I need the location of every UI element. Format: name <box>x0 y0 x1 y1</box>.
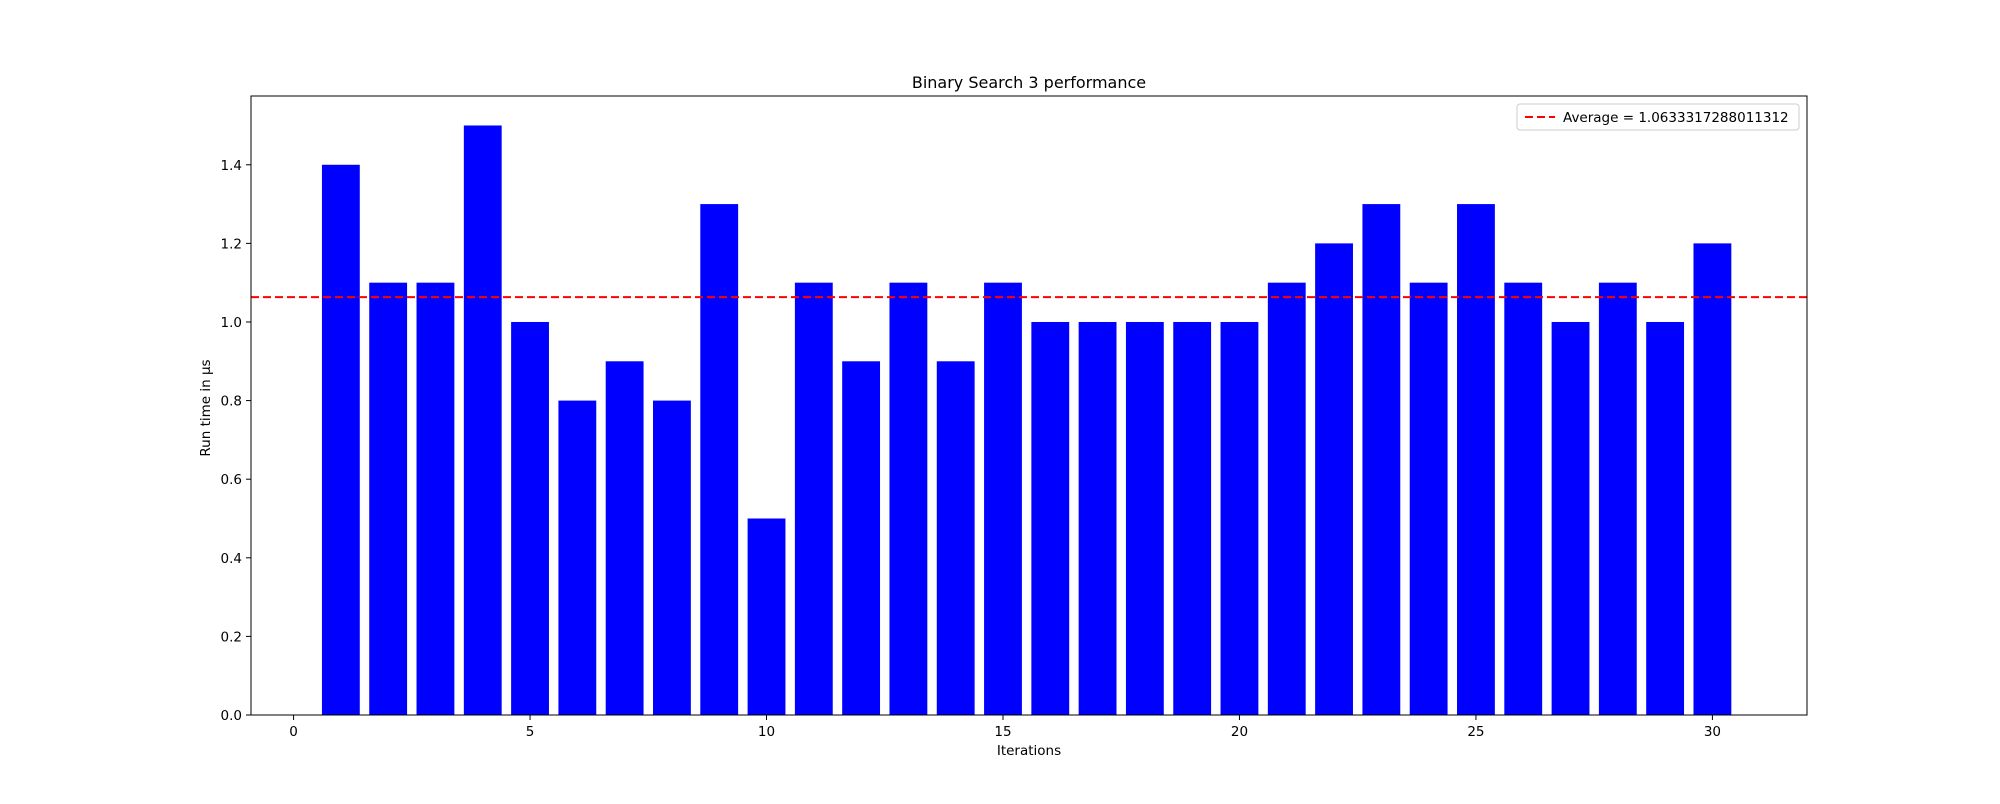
bar-iteration-1 <box>321 164 360 715</box>
bar-iteration-24 <box>1409 282 1448 715</box>
bar-iteration-29 <box>1646 321 1685 715</box>
bar-iteration-7 <box>605 361 644 715</box>
legend-box <box>1516 103 1800 131</box>
bar-iteration-2 <box>369 282 408 715</box>
bar-iteration-23 <box>1362 204 1401 715</box>
bar-iteration-3 <box>416 282 455 715</box>
bar-iteration-25 <box>1457 204 1495 715</box>
bar-iteration-26 <box>1504 282 1543 715</box>
bar-iteration-22 <box>1315 243 1353 715</box>
bar-iteration-21 <box>1267 282 1306 715</box>
bar-iteration-27 <box>1551 321 1590 715</box>
x-tick-label-15: 15 <box>994 724 1011 740</box>
bar-iteration-10 <box>747 518 786 715</box>
y-tick-label-0.0: 0.0 <box>221 708 242 724</box>
bar-iteration-14 <box>936 361 975 715</box>
x-tick-label-20: 20 <box>1231 724 1248 740</box>
y-tick-label-1.0: 1.0 <box>221 315 242 331</box>
y-tick-label-0.6: 0.6 <box>221 472 242 488</box>
axes-layer: 0 5 10 15 20 25 30 0.0 0.2 0.4 0.6 0.8 1.0 1.2 1.4 <box>221 95 1808 740</box>
bar-iteration-16 <box>1031 321 1070 715</box>
x-tick-label-10: 10 <box>758 724 775 740</box>
bar-iteration-20 <box>1220 321 1259 715</box>
legend: Average = 1.0633317288011312 <box>1516 103 1800 131</box>
y-axis-label: Run time in µs <box>198 359 214 456</box>
bar-iteration-12 <box>842 361 881 715</box>
y-tick-label-1.2: 1.2 <box>221 236 242 252</box>
bar-iteration-13 <box>889 282 928 715</box>
bars-layer <box>321 125 1732 716</box>
bar-iteration-4 <box>463 125 502 716</box>
plot-frame <box>250 95 1808 716</box>
bar-iteration-5 <box>511 321 549 715</box>
x-tick-label-30: 30 <box>1704 724 1721 740</box>
x-tick-label-0: 0 <box>289 724 298 740</box>
bar-iteration-28 <box>1598 282 1637 715</box>
y-tick-label-0.4: 0.4 <box>221 551 242 567</box>
bar-iteration-9 <box>700 204 739 715</box>
x-tick-label-25: 25 <box>1467 724 1484 740</box>
bar-iteration-6 <box>558 400 597 715</box>
y-tick-label-0.8: 0.8 <box>221 394 242 410</box>
x-tick-label-5: 5 <box>526 724 535 740</box>
bar-iteration-8 <box>653 400 691 715</box>
bar-iteration-17 <box>1078 321 1117 715</box>
bar-iteration-30 <box>1693 243 1732 715</box>
bar-iteration-19 <box>1173 321 1212 715</box>
legend-label-average: Average = 1.0633317288011312 <box>1563 110 1789 126</box>
bar-iteration-15 <box>984 282 1022 715</box>
y-tick-label-1.4: 1.4 <box>221 158 242 174</box>
x-axis-label: Iterations <box>997 743 1061 759</box>
y-tick-label-0.2: 0.2 <box>221 629 242 645</box>
bar-iteration-18 <box>1125 321 1164 715</box>
chart-title: Binary Search 3 performance <box>912 73 1146 92</box>
bar-iteration-11 <box>794 282 833 715</box>
